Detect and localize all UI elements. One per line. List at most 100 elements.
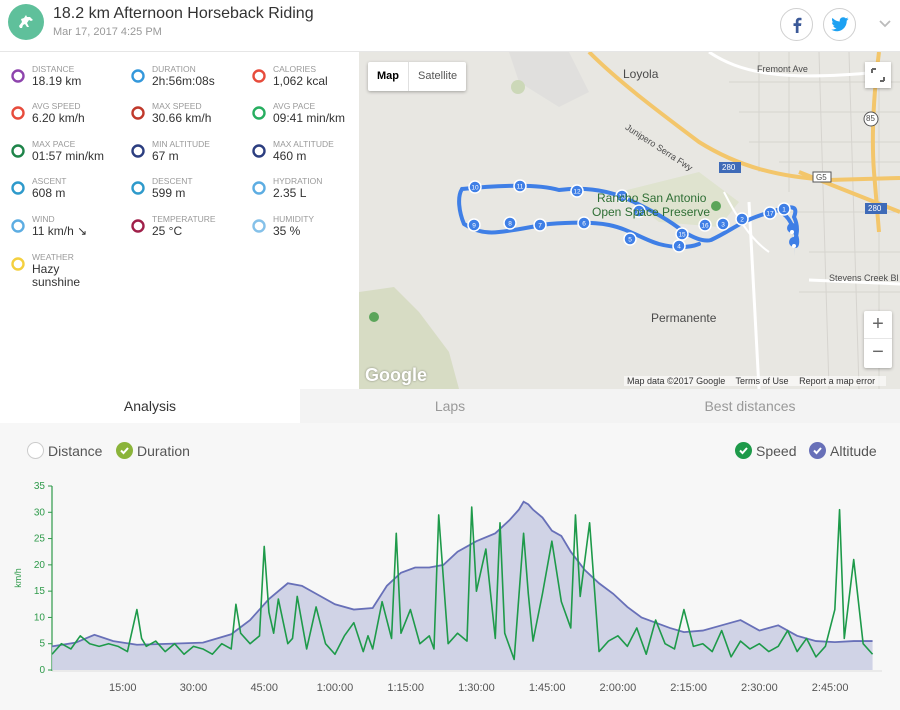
stat-value: 67 m bbox=[152, 149, 179, 163]
svg-text:10: 10 bbox=[471, 185, 479, 192]
y-tick-label: 35 bbox=[34, 481, 46, 492]
speed-altitude-chart[interactable]: 0 5 10 15 20 25 30 35 km/h 15:00 30:00 45:00 1:00:00… bbox=[0, 423, 900, 710]
tab-analysis[interactable]: Analysis bbox=[0, 389, 300, 423]
highway-shield-280a: 280 bbox=[722, 163, 736, 172]
zoom-controls: + − bbox=[864, 311, 892, 368]
speedometer-icon bbox=[129, 104, 147, 122]
mountain-icon bbox=[129, 142, 147, 160]
speed-toggle[interactable]: Speed bbox=[735, 442, 796, 459]
check-icon bbox=[809, 442, 826, 459]
stat-label: MIN ALTITUDE bbox=[152, 139, 210, 149]
fullscreen-icon bbox=[871, 68, 885, 82]
svg-text:3: 3 bbox=[721, 222, 725, 229]
zoom-out-button[interactable]: − bbox=[872, 341, 884, 363]
map-footer: Map data ©2017 Google Terms of Use Repor… bbox=[624, 376, 887, 386]
svg-text:4: 4 bbox=[677, 244, 681, 251]
x-tick-label: 1:15:00 bbox=[387, 682, 424, 694]
svg-text:2: 2 bbox=[740, 217, 744, 224]
x-tick-label: 2:45:00 bbox=[812, 682, 849, 694]
svg-text:12: 12 bbox=[573, 189, 581, 196]
x-tick-label: 1:00:00 bbox=[317, 682, 354, 694]
fullscreen-button[interactable] bbox=[865, 62, 891, 88]
map-label-fremont: Fremont Ave bbox=[757, 64, 808, 74]
facebook-share-button[interactable] bbox=[780, 8, 813, 41]
x-tick-label: 1:45:00 bbox=[529, 682, 566, 694]
google-logo: Google bbox=[365, 365, 427, 385]
map-label-permanente: Permanente bbox=[651, 311, 717, 325]
mountain-icon bbox=[250, 142, 268, 160]
stats-panel: DISTANCE 18.19 km DURATION 2h:56m:08s CALORI… bbox=[0, 52, 359, 389]
x-tick-label: 1:30:00 bbox=[458, 682, 495, 694]
facebook-icon bbox=[793, 17, 801, 33]
pace-icon bbox=[250, 104, 268, 122]
pace-icon bbox=[9, 142, 27, 160]
map-label-rancho: Rancho San Antonio bbox=[597, 191, 707, 205]
sun-haze-icon bbox=[9, 255, 27, 273]
stat-value: 1,062 kcal bbox=[273, 74, 328, 88]
svg-text:6: 6 bbox=[582, 221, 586, 228]
x-tick-label: 2:30:00 bbox=[741, 682, 778, 694]
y-tick-label: 20 bbox=[34, 560, 46, 571]
distance-toggle-label: Distance bbox=[48, 442, 103, 459]
svg-text:1: 1 bbox=[782, 207, 786, 214]
twitter-share-button[interactable] bbox=[823, 8, 856, 41]
activity-datetime: Mar 17, 2017 4:25 PM bbox=[53, 26, 162, 38]
stat-label: MAX SPEED bbox=[152, 101, 202, 111]
speedometer-icon bbox=[9, 104, 27, 122]
stat-label: AVG SPEED bbox=[32, 101, 81, 111]
tab-laps[interactable]: Laps bbox=[300, 389, 600, 423]
ascent-icon bbox=[9, 179, 27, 197]
stat-label: ASCENT bbox=[32, 176, 67, 186]
duration-toggle[interactable]: Duration bbox=[116, 442, 190, 459]
stat-label: DISTANCE bbox=[32, 64, 75, 74]
x-tick-label: 2:00:00 bbox=[600, 682, 637, 694]
twitter-icon bbox=[830, 17, 848, 32]
stat-label: TEMPERATURE bbox=[152, 214, 216, 224]
altitude-toggle[interactable]: Altitude bbox=[809, 442, 877, 459]
check-icon bbox=[116, 442, 133, 459]
stopwatch-icon bbox=[129, 67, 147, 85]
svg-text:13: 13 bbox=[618, 194, 626, 201]
zoom-in-button[interactable]: + bbox=[864, 311, 892, 339]
x-tick-label: 15:00 bbox=[109, 682, 137, 694]
y-tick-label: 5 bbox=[39, 639, 45, 650]
map-type-map-button[interactable]: Map bbox=[368, 62, 409, 91]
stat-value: 2.35 L bbox=[273, 186, 307, 200]
tab-best-distances[interactable]: Best distances bbox=[600, 389, 900, 423]
report-error-link[interactable]: Report a map error bbox=[799, 376, 876, 386]
y-tick-label: 10 bbox=[34, 612, 46, 623]
thermometer-icon bbox=[129, 217, 147, 235]
map-label-loyola: Loyola bbox=[623, 67, 659, 81]
map-label-preserve: Open Space Preserve bbox=[592, 205, 711, 219]
humidity-icon bbox=[250, 217, 268, 235]
stat-label: CALORIES bbox=[273, 64, 316, 74]
radio-empty-icon bbox=[27, 442, 44, 459]
descent-icon bbox=[129, 179, 147, 197]
map-type-satellite-button[interactable]: Satellite bbox=[418, 70, 458, 82]
svg-text:11: 11 bbox=[517, 184, 524, 191]
stat-value: 18.19 km bbox=[32, 74, 82, 88]
y-tick-label: 25 bbox=[34, 534, 46, 545]
stat-value: 09:41 min/km bbox=[273, 111, 346, 125]
chevron-down-icon[interactable] bbox=[876, 14, 894, 32]
horse-icon bbox=[8, 4, 44, 40]
drops-icon bbox=[250, 179, 268, 197]
svg-text:5: 5 bbox=[628, 237, 632, 244]
x-tick-label: 45:00 bbox=[250, 682, 278, 694]
x-tick-label: 2:15:00 bbox=[670, 682, 707, 694]
stat-value: 2h:56m:08s bbox=[152, 74, 215, 88]
stat-label: WIND bbox=[32, 214, 55, 224]
flame-icon bbox=[250, 67, 268, 85]
stat-label: MAX ALTITUDE bbox=[273, 139, 334, 149]
stat-value: 35 % bbox=[273, 224, 301, 238]
distance-toggle[interactable]: Distance bbox=[27, 442, 102, 459]
svg-text:7: 7 bbox=[538, 223, 542, 230]
stat-label: MAX PACE bbox=[32, 139, 76, 149]
distance-icon bbox=[9, 67, 27, 85]
highway-shield-280b: 280 bbox=[868, 204, 882, 213]
terms-link[interactable]: Terms of Use bbox=[735, 376, 789, 386]
stat-value: 608 m bbox=[32, 186, 66, 200]
map-label-stevens: Stevens Creek Bl bbox=[829, 273, 899, 283]
